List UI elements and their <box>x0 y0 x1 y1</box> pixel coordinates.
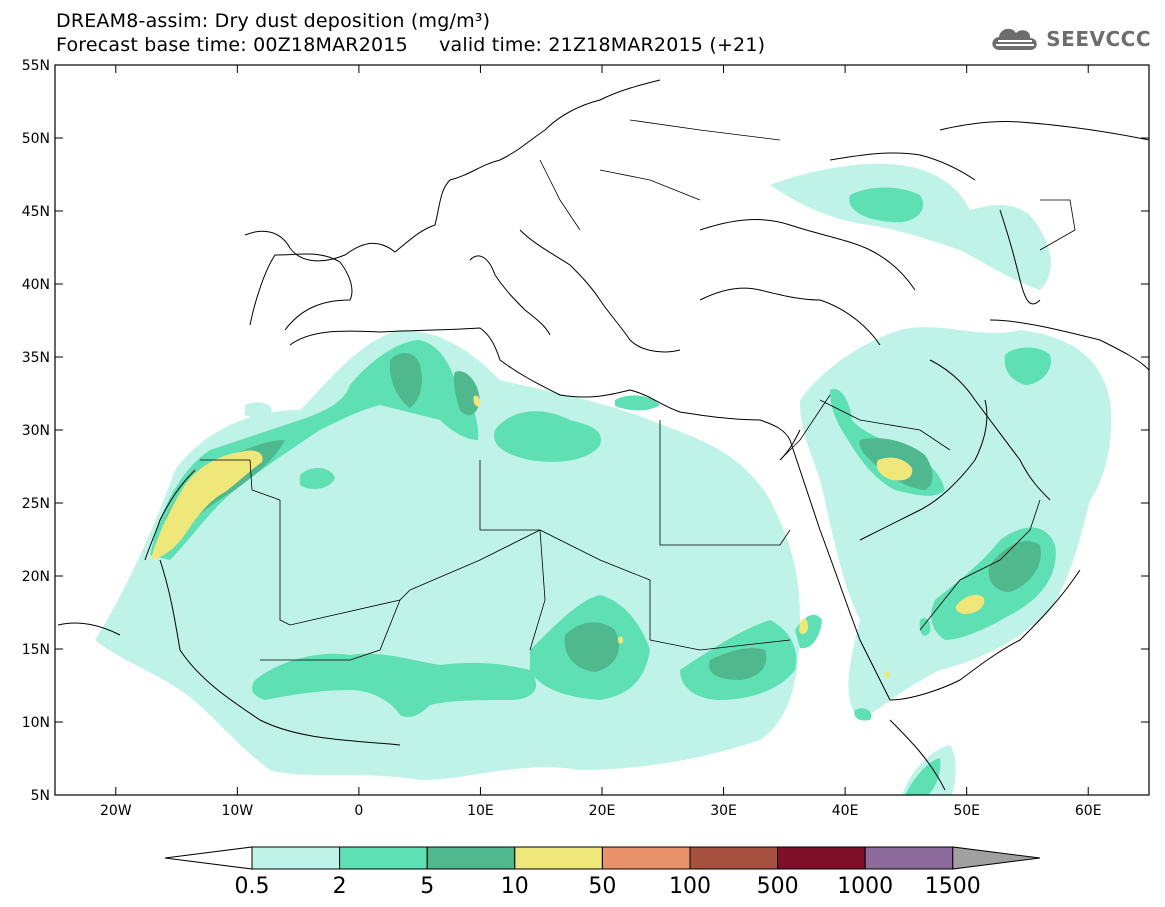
colorbar-label: 100 <box>669 874 711 899</box>
colorbar-low-arrow <box>164 846 253 870</box>
colorbar-bin <box>864 846 954 870</box>
lat-tick-label: 45N <box>22 204 50 220</box>
country-borders <box>200 119 1076 661</box>
dust-field <box>95 163 1112 795</box>
colorbar: 0.5 2 5 10 50 100 500 1000 1500 <box>164 846 1041 899</box>
lon-tick-label: 20E <box>589 803 616 819</box>
colorbar-label: 5 <box>420 874 434 899</box>
lon-tick-label: 10W <box>221 803 253 819</box>
lon-tick-label: 0 <box>354 803 363 819</box>
colorbar-label: 10 <box>501 874 529 899</box>
lon-tick-label: 60E <box>1075 803 1102 819</box>
map-subtitle: Forecast base time: 00Z18MAR2015 valid t… <box>56 34 765 56</box>
lat-tick-label: 25N <box>22 496 50 512</box>
lat-tick-label: 55N <box>22 58 50 74</box>
logo-text: SEEVCCC <box>1046 27 1151 51</box>
lon-tick-label: 10E <box>467 803 494 819</box>
colorbar-bin <box>601 846 691 870</box>
valid-time: valid time: 21Z18MAR2015 (+21) <box>439 34 766 56</box>
colorbar-high-arrow <box>952 846 1041 870</box>
coastlines <box>57 79 1149 791</box>
lon-tick-label: 20W <box>100 803 132 819</box>
map-title: DREAM8-assim: Dry dust deposition (mg/m³… <box>56 10 491 32</box>
seevccc-logo: SEEVCCC <box>988 24 1151 54</box>
colorbar-label: 0.5 <box>235 874 270 899</box>
lon-tick-label: 50E <box>953 803 980 819</box>
lat-tick-label: 10N <box>22 715 50 731</box>
colorbar-bin <box>251 846 341 870</box>
colorbar-bin <box>426 846 516 870</box>
lat-tick-label: 5N <box>31 788 50 804</box>
lat-tick-label: 30N <box>22 423 50 439</box>
lat-tick-label: 50N <box>22 131 50 147</box>
latitude-axis: 55N 50N 45N 40N 35N 30N 25N 20N 15N 10N 5N <box>22 58 1149 804</box>
lon-tick-label: 30E <box>710 803 737 819</box>
colorbar-label: 2 <box>333 874 347 899</box>
dust-level-0-5 <box>95 163 1112 795</box>
lat-tick-label: 15N <box>22 642 50 658</box>
forecast-base-time: Forecast base time: 00Z18MAR2015 <box>56 34 408 56</box>
colorbar-bin <box>777 846 866 870</box>
lon-tick-label: 40E <box>832 803 859 819</box>
lat-tick-label: 20N <box>22 569 50 585</box>
lat-tick-label: 40N <box>22 277 50 293</box>
colorbar-label: 500 <box>757 874 799 899</box>
longitude-axis: 20W 10W 0 10E 20E 30E 40E 50E 60E <box>100 65 1102 819</box>
cloud-logo-icon <box>992 28 1037 50</box>
colorbar-bin <box>339 846 428 870</box>
colorbar-label: 1500 <box>925 874 981 899</box>
dust-level-10 <box>152 395 985 678</box>
colorbar-bin <box>514 846 603 870</box>
colorbar-label: 1000 <box>837 874 893 899</box>
colorbar-bin <box>689 846 779 870</box>
colorbar-label: 50 <box>588 874 616 899</box>
lat-tick-label: 35N <box>22 350 50 366</box>
